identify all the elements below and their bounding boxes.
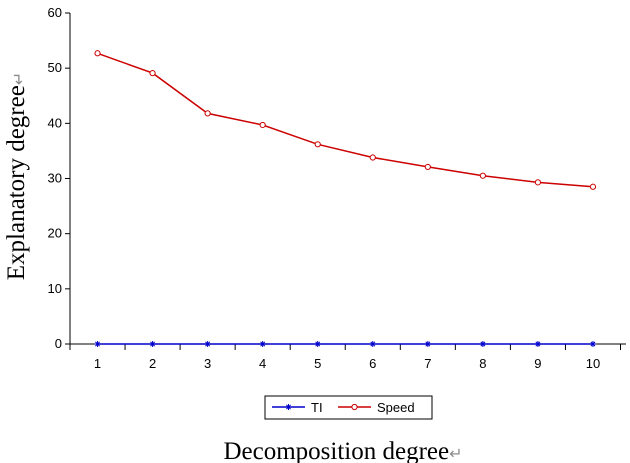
x-tick-label: 9 xyxy=(534,356,541,371)
point-ti xyxy=(589,341,596,347)
x-tick-label: 5 xyxy=(314,356,321,371)
asterisk-stroke xyxy=(260,341,266,347)
asterisk-stroke xyxy=(480,341,486,347)
asterisk-stroke xyxy=(590,341,596,347)
x-tick-label: 10 xyxy=(586,356,600,371)
legend-label-ti: TI xyxy=(311,400,323,415)
point-ti xyxy=(204,341,211,347)
x-tick-label: 1 xyxy=(94,356,101,371)
point-ti xyxy=(149,341,156,347)
chart-axes xyxy=(69,13,626,345)
asterisk-stroke xyxy=(150,341,156,347)
point-ti xyxy=(369,341,376,347)
point-ti xyxy=(479,341,486,347)
point-speed xyxy=(424,163,431,171)
legend-label-speed: Speed xyxy=(377,400,415,415)
point-speed xyxy=(479,172,486,179)
asterisk-stroke xyxy=(95,341,100,347)
legend: TI Speed xyxy=(264,395,433,420)
x-tick-label: 8 xyxy=(479,356,486,371)
x-axis-ticks: 1 2 3 4 5 6 7 8 9 10 xyxy=(69,344,621,371)
point-ti xyxy=(314,341,321,347)
y-tick-label: 20 xyxy=(48,226,62,241)
x-tick-label: 7 xyxy=(424,356,431,371)
asterisk-stroke xyxy=(205,341,211,347)
x-tick-label: 2 xyxy=(149,356,156,371)
y-tick-label: 60 xyxy=(48,5,62,20)
x-tick-label: 3 xyxy=(204,356,211,371)
point-speed xyxy=(94,50,101,57)
y-axis-title-group: Explanatory degree↵ xyxy=(3,72,30,280)
x-tick-label: 4 xyxy=(259,356,266,371)
point-ti xyxy=(534,341,541,347)
y-tick-label: 50 xyxy=(48,60,62,75)
y-tick-label: 40 xyxy=(48,115,62,130)
asterisk-stroke xyxy=(535,341,541,347)
x-tick-label: 6 xyxy=(369,356,376,371)
point-speed xyxy=(534,179,542,186)
point-ti xyxy=(424,341,431,347)
point-speed xyxy=(589,183,597,190)
plot-series xyxy=(94,50,597,347)
return-mark-glyph: ↵ xyxy=(449,444,462,463)
y-tick-label: 10 xyxy=(48,281,62,296)
asterisk-stroke xyxy=(315,341,321,347)
series-line-speed xyxy=(97,52,594,188)
point-ti xyxy=(259,341,266,347)
point-speed xyxy=(204,110,211,117)
x-axis-title: Decomposition degree↵ xyxy=(223,438,462,463)
point-speed xyxy=(259,121,266,129)
asterisk-stroke xyxy=(370,341,376,347)
point-speed xyxy=(314,141,321,148)
point-speed xyxy=(369,154,376,161)
y-axis-title: Explanatory degree↵ xyxy=(3,72,30,280)
y-axis-ticks: 0 10 20 30 40 50 60 xyxy=(48,5,70,351)
legend-marker-speed xyxy=(351,403,358,411)
y-tick-label: 30 xyxy=(48,171,62,186)
point-speed xyxy=(149,70,156,77)
legend-marker-ti xyxy=(285,404,292,410)
y-tick-label: 0 xyxy=(55,336,62,351)
point-ti xyxy=(94,341,101,347)
return-mark-glyph: ↵ xyxy=(9,72,28,85)
asterisk-stroke xyxy=(286,404,291,410)
asterisk-stroke xyxy=(425,341,431,347)
